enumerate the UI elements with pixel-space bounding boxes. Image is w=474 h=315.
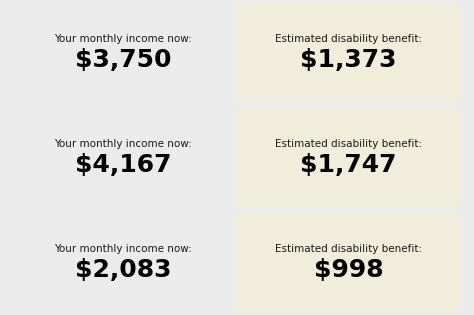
Text: Your monthly income now:: Your monthly income now: bbox=[55, 139, 192, 149]
Text: $1,747: $1,747 bbox=[300, 152, 397, 177]
Text: $3,750: $3,750 bbox=[75, 48, 172, 72]
Text: Your monthly income now:: Your monthly income now: bbox=[55, 34, 192, 44]
Text: $2,083: $2,083 bbox=[75, 258, 172, 282]
Text: Estimated disability benefit:: Estimated disability benefit: bbox=[275, 244, 422, 254]
Text: $1,373: $1,373 bbox=[300, 48, 397, 72]
FancyBboxPatch shape bbox=[236, 108, 459, 207]
Text: $4,167: $4,167 bbox=[75, 152, 172, 177]
FancyBboxPatch shape bbox=[236, 213, 459, 312]
Text: Your monthly income now:: Your monthly income now: bbox=[55, 244, 192, 254]
Text: $998: $998 bbox=[314, 258, 383, 282]
Text: Estimated disability benefit:: Estimated disability benefit: bbox=[275, 139, 422, 149]
FancyBboxPatch shape bbox=[236, 3, 459, 102]
Text: Estimated disability benefit:: Estimated disability benefit: bbox=[275, 34, 422, 44]
